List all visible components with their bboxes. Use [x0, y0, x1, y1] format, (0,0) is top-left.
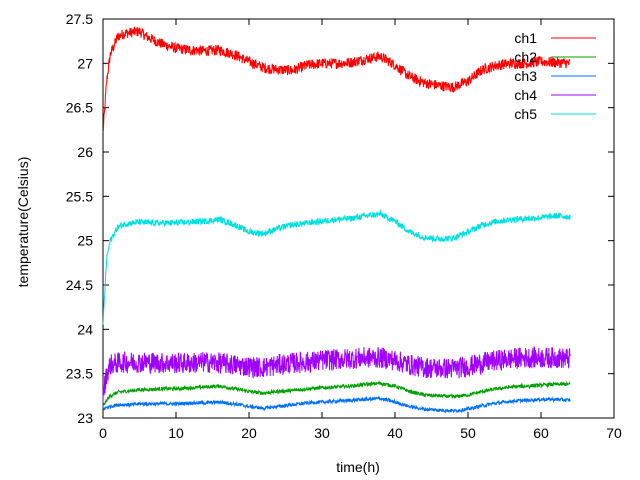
legend-label-ch2: ch2 — [514, 49, 537, 65]
series-group — [102, 26, 571, 414]
series-line-ch1 — [102, 26, 571, 133]
y-tick-label: 26.5 — [66, 100, 93, 116]
y-axis-label: temperature(Celsius) — [15, 157, 31, 288]
y-tick-label: 27 — [77, 55, 93, 71]
x-tick-label: 0 — [99, 425, 107, 441]
y-tick-label: 23 — [77, 410, 93, 426]
y-tick-label: 26 — [77, 144, 93, 160]
legend: ch1 ch2 ch3 ch4 ch5 — [514, 30, 596, 122]
axis-ticks: 0 10 20 30 40 50 60 70 23 23.5 24 24.5 25 25.5 26 26.5 2… — [66, 11, 622, 441]
legend-label-ch4: ch4 — [514, 87, 537, 103]
series-line-ch3 — [102, 395, 571, 414]
series-line-ch4 — [102, 345, 571, 404]
legend-label-ch1: ch1 — [514, 30, 537, 46]
plot-frame — [102, 18, 615, 419]
x-axis-label: time(h) — [336, 459, 380, 475]
x-tick-label: 20 — [241, 425, 257, 441]
y-tick-label: 25.5 — [66, 188, 93, 204]
legend-label-ch5: ch5 — [514, 106, 537, 122]
y-tick-label: 27.5 — [66, 11, 93, 27]
x-tick-label: 40 — [387, 425, 403, 441]
x-tick-label: 30 — [314, 425, 330, 441]
x-tick-label: 10 — [168, 425, 184, 441]
y-tick-label: 24 — [77, 321, 93, 337]
x-tick-label: 70 — [606, 425, 622, 441]
series-line-ch5 — [102, 209, 571, 325]
y-tick-label: 23.5 — [66, 366, 93, 382]
series-line-ch2 — [102, 380, 571, 408]
x-tick-label: 50 — [460, 425, 476, 441]
legend-label-ch3: ch3 — [514, 68, 537, 84]
y-tick-label: 24.5 — [66, 277, 93, 293]
x-tick-label: 60 — [533, 425, 549, 441]
y-tick-label: 25 — [77, 233, 93, 249]
